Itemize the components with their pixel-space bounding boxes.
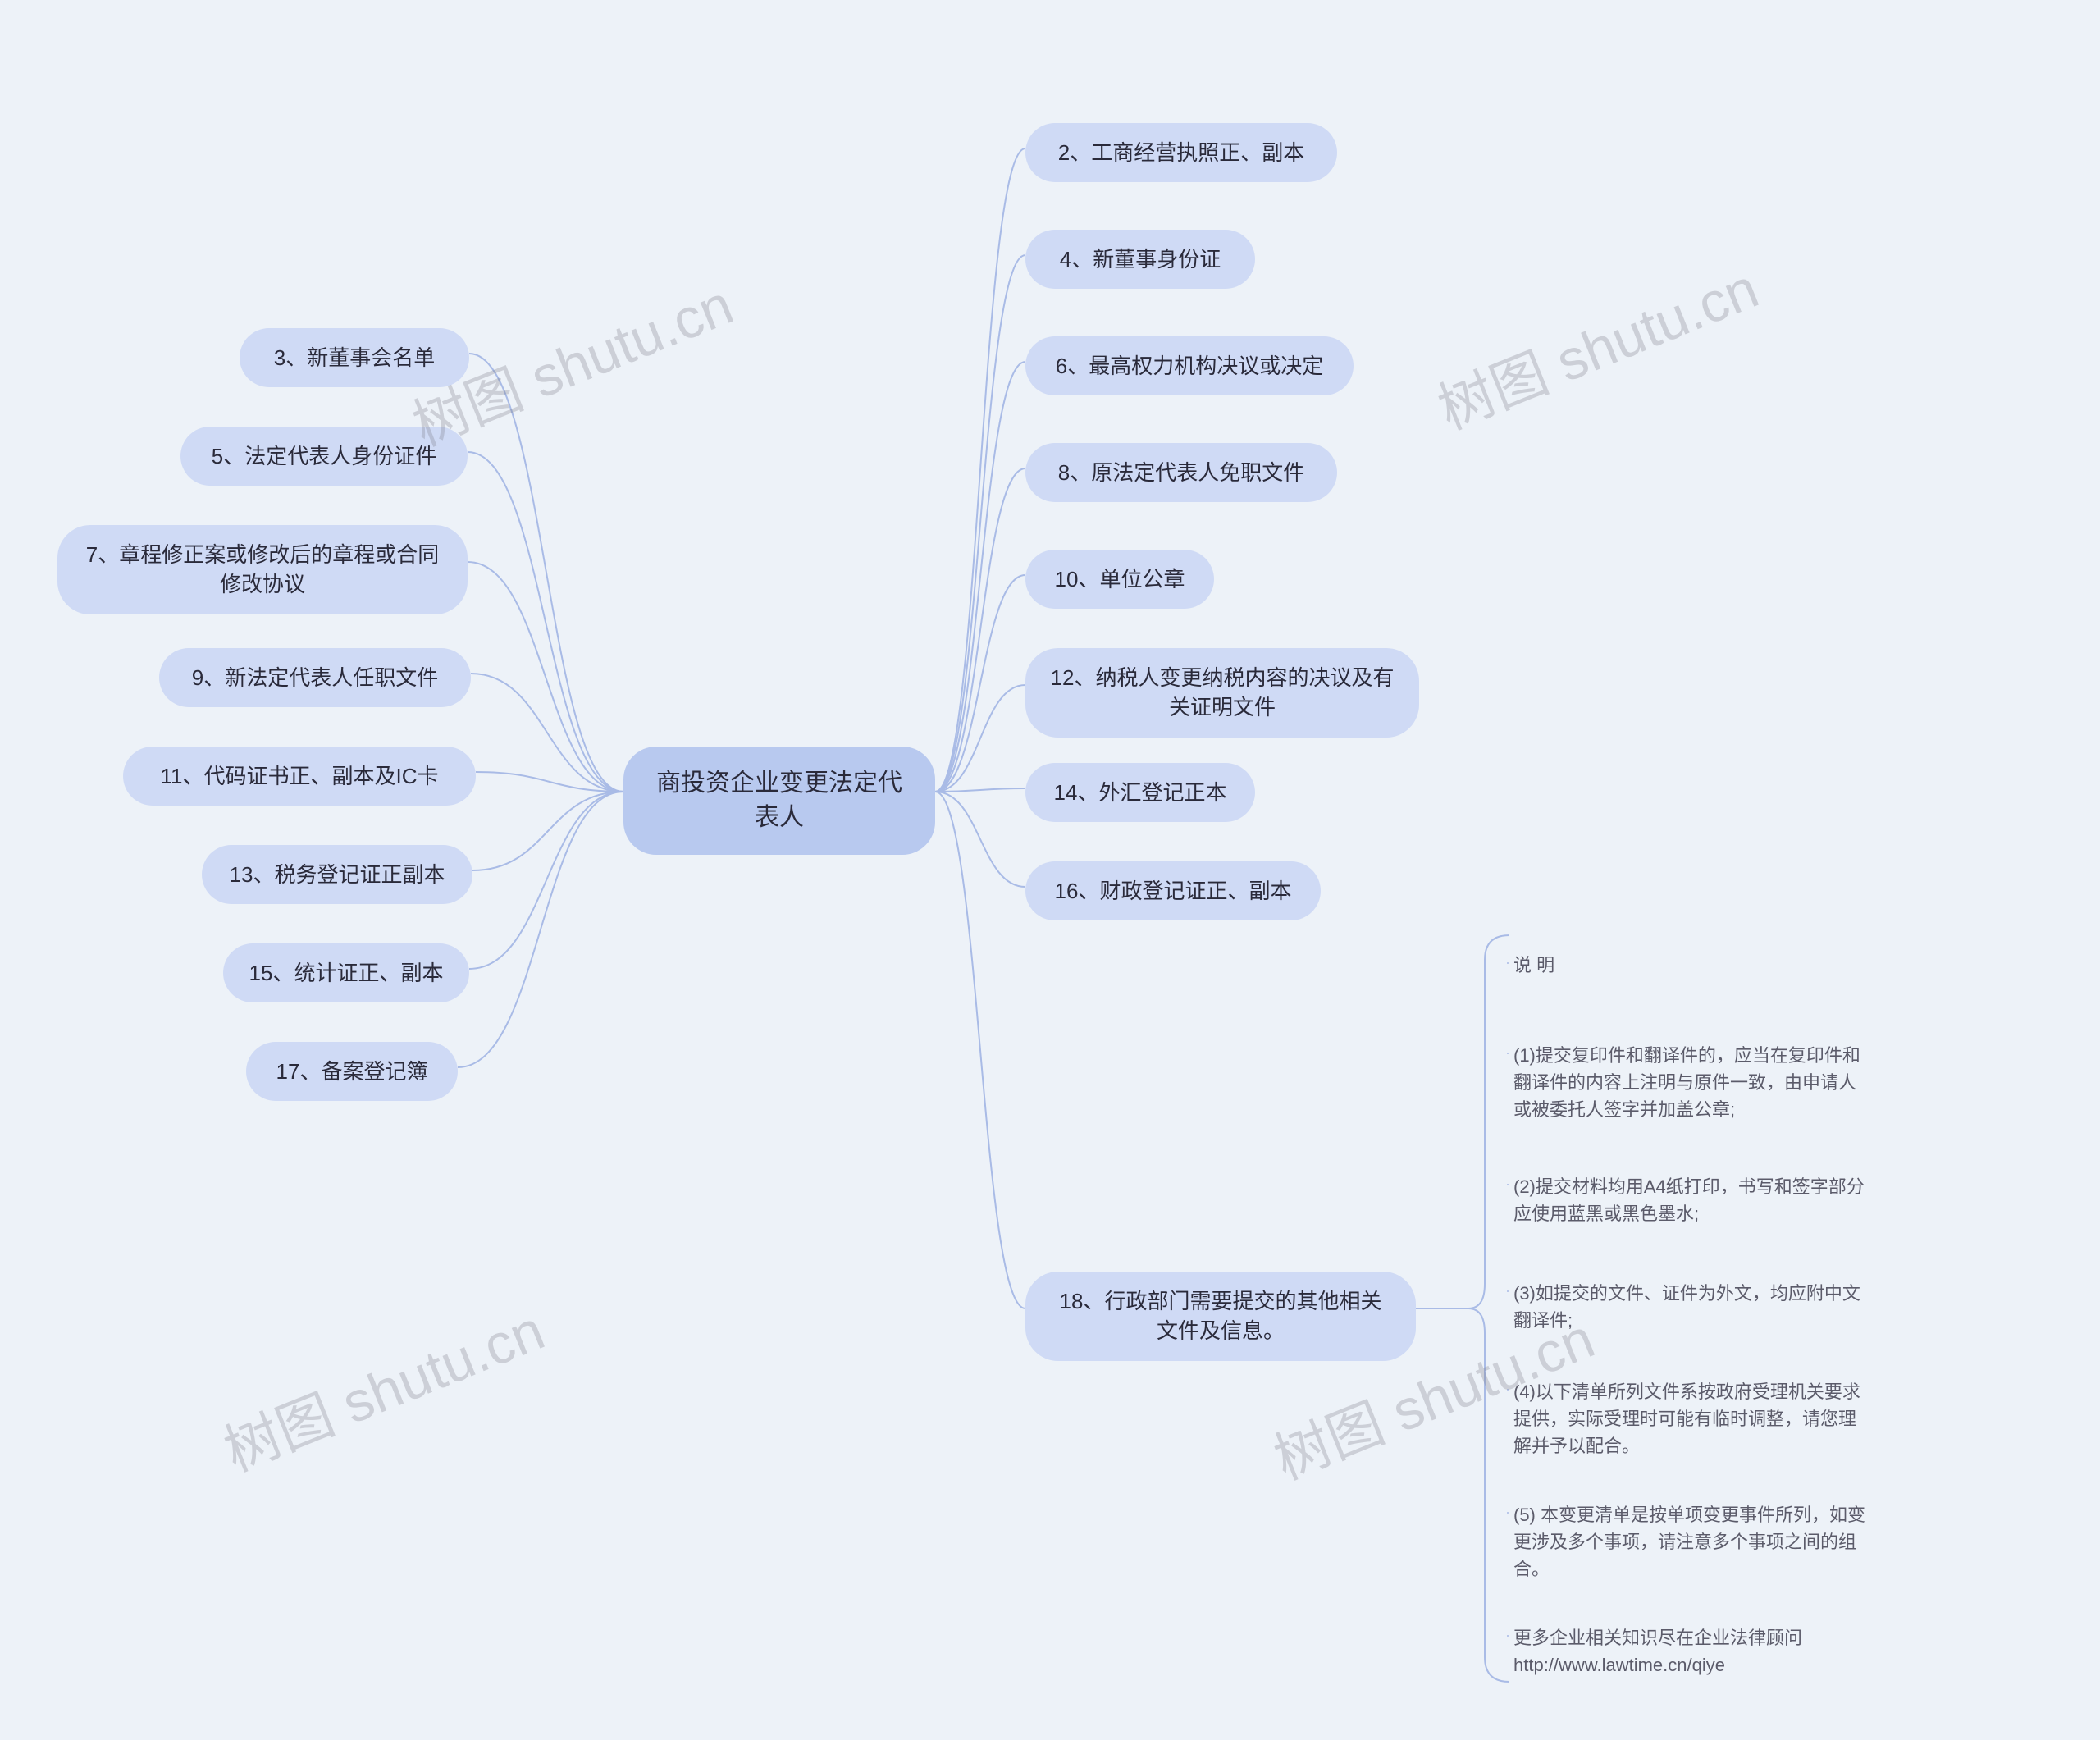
right-branch-label: 14、外汇登记正本 — [1054, 778, 1227, 807]
left-branch-label: 5、法定代表人身份证件 — [212, 441, 436, 471]
item-18-note-2: (2)提交材料均用A4纸打印，书写和签字部分应使用蓝黑或黑色墨水; — [1513, 1173, 1866, 1227]
right-branch-label: 2、工商经营执照正、副本 — [1058, 138, 1304, 167]
watermark-1: 树图 shutu.cn — [1424, 243, 1768, 445]
left-branch-l15[interactable]: 15、统计证正、副本 — [223, 943, 469, 1002]
right-branch-r6[interactable]: 6、最高权力机构决议或决定 — [1025, 336, 1354, 395]
left-branch-label: 15、统计证正、副本 — [249, 958, 444, 988]
right-branch-r12[interactable]: 12、纳税人变更纳税内容的决议及有关证明文件 — [1025, 648, 1419, 738]
left-branch-l17[interactable]: 17、备案登记簿 — [246, 1042, 458, 1101]
left-branch-label: 13、税务登记证正副本 — [230, 860, 445, 889]
right-branch-label: 8、原法定代表人免职文件 — [1058, 458, 1304, 487]
left-branch-label: 7、章程修正案或修改后的章程或合同修改协议 — [82, 540, 443, 600]
item-18-note-4: (4)以下清单所列文件系按政府受理机关要求提供，实际受理时可能有临时调整，请您理… — [1513, 1378, 1866, 1459]
right-branch-r2[interactable]: 2、工商经营执照正、副本 — [1025, 123, 1337, 182]
left-branch-label: 3、新董事会名单 — [274, 343, 435, 372]
item-18-note-5: (5) 本变更清单是按单项变更事件所列，如变更涉及多个事项，请注意多个事项之间的… — [1513, 1501, 1866, 1582]
right-branch-label: 10、单位公章 — [1055, 564, 1185, 594]
item-18-note-3: (3)如提交的文件、证件为外文，均应附中文翻译件; — [1513, 1280, 1866, 1334]
right-branch-r16[interactable]: 16、财政登记证正、副本 — [1025, 861, 1321, 920]
right-branch-label: 18、行政部门需要提交的其他相关文件及信息。 — [1050, 1286, 1391, 1346]
right-branch-r10[interactable]: 10、单位公章 — [1025, 550, 1214, 609]
right-branch-label: 4、新董事身份证 — [1060, 244, 1221, 274]
center-node-label: 商投资企业变更法定代表人 — [646, 766, 912, 835]
left-branch-label: 17、备案登记簿 — [276, 1057, 428, 1086]
right-branch-r18[interactable]: 18、行政部门需要提交的其他相关文件及信息。 — [1025, 1272, 1416, 1361]
item-18-note-1: (1)提交复印件和翻译件的，应当在复印件和翻译件的内容上注明与原件一致，由申请人… — [1513, 1042, 1866, 1123]
right-branch-r4[interactable]: 4、新董事身份证 — [1025, 230, 1255, 289]
right-branch-label: 16、财政登记证正、副本 — [1055, 876, 1292, 906]
left-branch-l11[interactable]: 11、代码证书正、副本及IC卡 — [123, 747, 476, 806]
right-branch-r8[interactable]: 8、原法定代表人免职文件 — [1025, 443, 1337, 502]
left-branch-l7[interactable]: 7、章程修正案或修改后的章程或合同修改协议 — [57, 525, 468, 614]
item-18-note-6: 更多企业相关知识尽在企业法律顾问http://www.lawtime.cn/qi… — [1513, 1624, 1866, 1678]
left-branch-label: 11、代码证书正、副本及IC卡 — [161, 761, 439, 791]
left-branch-l9[interactable]: 9、新法定代表人任职文件 — [159, 648, 471, 707]
left-branch-l13[interactable]: 13、税务登记证正副本 — [202, 845, 472, 904]
left-branch-l5[interactable]: 5、法定代表人身份证件 — [180, 427, 468, 486]
item-18-note-0: 说 明 — [1513, 952, 1866, 979]
watermark-2: 树图 shutu.cn — [210, 1285, 554, 1487]
right-branch-label: 12、纳税人变更纳税内容的决议及有关证明文件 — [1050, 663, 1395, 723]
right-branch-r14[interactable]: 14、外汇登记正本 — [1025, 763, 1255, 822]
left-branch-label: 9、新法定代表人任职文件 — [192, 663, 438, 692]
left-branch-l3[interactable]: 3、新董事会名单 — [240, 328, 469, 387]
center-node[interactable]: 商投资企业变更法定代表人 — [623, 747, 935, 855]
right-branch-label: 6、最高权力机构决议或决定 — [1056, 351, 1323, 381]
